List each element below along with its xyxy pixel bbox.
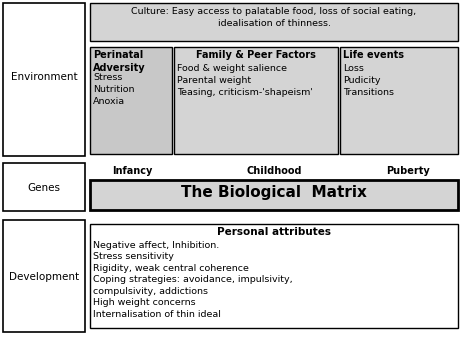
Text: The Biological  Matrix: The Biological Matrix: [181, 185, 367, 200]
Text: Childhood: Childhood: [246, 166, 302, 176]
Text: Stress
Nutrition
Anoxia: Stress Nutrition Anoxia: [93, 73, 134, 105]
Bar: [174, 47, 338, 154]
Text: Personal attributes: Personal attributes: [217, 227, 331, 237]
Text: Culture: Easy access to palatable food, loss of social eating,
idealisation of t: Culture: Easy access to palatable food, …: [131, 7, 417, 28]
Text: Family & Peer Factors: Family & Peer Factors: [196, 50, 316, 60]
Bar: [90, 180, 458, 210]
Bar: [3, 3, 85, 156]
Bar: [3, 163, 85, 211]
Bar: [3, 220, 85, 332]
Text: Infancy: Infancy: [112, 166, 152, 176]
Text: Genes: Genes: [28, 183, 61, 193]
Bar: [90, 224, 458, 328]
Text: Food & weight salience
Parental weight
Teasing, criticism-'shapeism': Food & weight salience Parental weight T…: [177, 64, 313, 97]
Text: Negative affect, Inhibition.
Stress sensitivity
Rigidity, weak central coherence: Negative affect, Inhibition. Stress sens…: [93, 241, 292, 319]
Text: Perinatal
Adversity: Perinatal Adversity: [93, 50, 146, 73]
Text: Puberty: Puberty: [386, 166, 430, 176]
Text: Loss
Pudicity
Transitions: Loss Pudicity Transitions: [343, 64, 394, 97]
Text: Development: Development: [9, 272, 79, 282]
Text: Life events: Life events: [343, 50, 404, 60]
Bar: [340, 47, 458, 154]
Bar: [90, 47, 172, 154]
Bar: [90, 3, 458, 41]
Text: Environment: Environment: [11, 72, 77, 82]
